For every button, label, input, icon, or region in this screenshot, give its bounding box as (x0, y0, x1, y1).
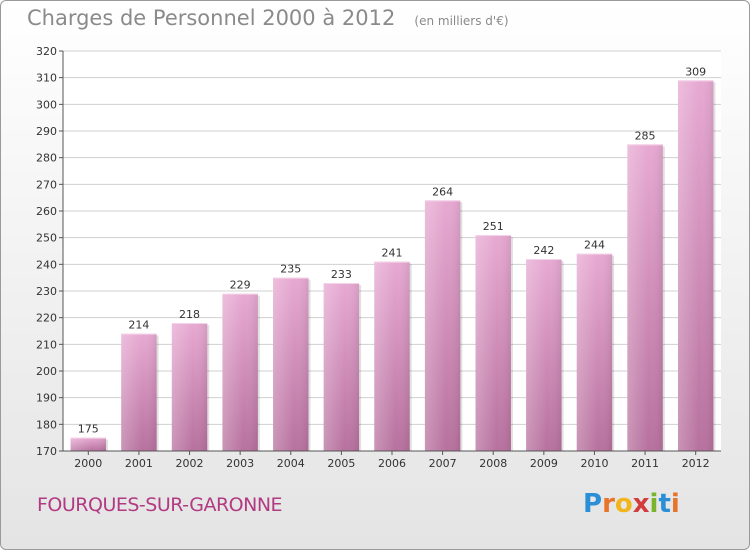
value-label: 214 (128, 319, 149, 332)
y-tick-label: 280 (36, 152, 57, 165)
y-tick-label: 260 (36, 205, 57, 218)
chart-subtitle: (en milliers d'€) (414, 14, 509, 28)
value-label: 233 (331, 268, 352, 281)
x-tick-label: 2001 (125, 457, 153, 470)
x-tick-label: 2012 (682, 457, 710, 470)
logo-letter: r (602, 489, 615, 519)
x-tick-label: 2010 (580, 457, 608, 470)
bar-highlight (323, 283, 360, 451)
value-label: 242 (533, 244, 554, 257)
value-label: 218 (179, 308, 200, 321)
logo-letter: t (658, 489, 671, 519)
value-label: 251 (483, 220, 504, 233)
value-label: 309 (685, 65, 706, 78)
y-tick-label: 240 (36, 258, 57, 271)
y-tick-label: 170 (36, 445, 57, 458)
bar-highlight (374, 261, 410, 451)
logo-letter: o (614, 489, 633, 519)
logo-letter: i (670, 489, 680, 519)
x-tick-label: 2011 (631, 457, 659, 470)
bar-highlight (171, 323, 208, 451)
value-label: 244 (584, 239, 605, 252)
x-tick-label: 2007 (429, 457, 457, 470)
x-tick-label: 2005 (327, 457, 355, 470)
y-tick-label: 220 (36, 312, 57, 325)
bar-highlight (677, 80, 714, 451)
title-row: Charges de Personnel 2000 à 2012 (en mil… (27, 6, 509, 30)
y-tick-label: 230 (36, 285, 57, 298)
y-tick-label: 210 (36, 338, 57, 351)
x-tick-label: 2006 (378, 457, 406, 470)
y-tick-label: 290 (36, 125, 57, 138)
value-label: 229 (230, 279, 251, 292)
bar-highlight (70, 437, 107, 451)
bar-highlight (222, 293, 258, 451)
value-label: 175 (78, 423, 99, 436)
bar-highlight (121, 333, 157, 451)
bar-highlight (475, 235, 511, 451)
y-tick-label: 300 (36, 98, 57, 111)
logo-letter: x (632, 489, 650, 519)
x-tick-label: 2003 (226, 457, 254, 470)
x-tick-label: 2002 (176, 457, 204, 470)
y-tick-label: 200 (36, 365, 57, 378)
bar-highlight (424, 200, 461, 451)
x-tick-label: 2004 (277, 457, 305, 470)
chart-title: Charges de Personnel 2000 à 2012 (27, 6, 396, 30)
proxiti-logo: Proxiti (583, 489, 680, 519)
value-label: 241 (382, 247, 403, 260)
bars (70, 80, 716, 452)
bar-highlight (526, 259, 562, 451)
y-tick-label: 180 (36, 418, 57, 431)
commune-name: FOURQUES-SUR-GARONNE (37, 494, 283, 516)
logo-letter: i (649, 489, 659, 519)
value-labels: 175 214 218 229 235 233 241 264 251 242 244 285 309 (78, 65, 706, 435)
y-tick-label: 270 (36, 178, 57, 191)
x-tick-label: 2000 (74, 457, 102, 470)
y-axis-ticks: 170 180 190 200 210 220 230 240 250 260 270 280 290 3… (36, 45, 63, 458)
value-label: 235 (280, 263, 301, 276)
bar-highlight (627, 144, 663, 452)
logo-letter: P (583, 489, 603, 519)
x-tick-label: 2008 (479, 457, 507, 470)
value-label: 285 (635, 129, 656, 142)
x-axis-ticks: 2000 2001 2002 2003 2004 2005 2006 2007 2008 2009… (74, 451, 710, 470)
bar-highlight (273, 277, 309, 451)
value-label: 264 (432, 185, 453, 198)
y-tick-label: 320 (36, 45, 57, 58)
y-tick-label: 190 (36, 392, 57, 405)
x-tick-label: 2009 (530, 457, 558, 470)
y-tick-label: 310 (36, 72, 57, 85)
y-tick-label: 250 (36, 232, 57, 245)
bar-highlight (576, 253, 613, 451)
